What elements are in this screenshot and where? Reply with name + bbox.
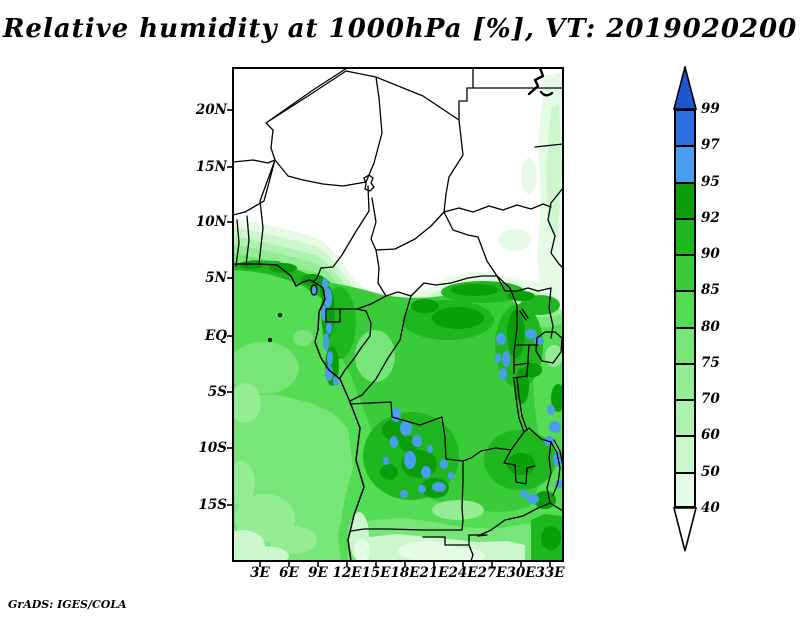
- lat-label-15S: 15S: [198, 497, 227, 513]
- lon-label-33E: 33E: [535, 565, 565, 581]
- border-benin-togo-ghana: [233, 159, 276, 267]
- lon-label-21E: 21E: [419, 565, 449, 581]
- lon-label-27E: 27E: [477, 565, 507, 581]
- border-angola-zambia-namibia: [350, 480, 488, 561]
- border-drc-rift: [496, 275, 518, 374]
- colorbar-label-70: 70: [701, 391, 720, 408]
- colorbar-label-95: 95: [701, 173, 720, 190]
- border-cameroon-car-congo: [356, 249, 412, 310]
- map-canvas: [227, 67, 564, 567]
- colorbar-label-50: 50: [701, 463, 720, 480]
- lat-label-15N: 15N: [195, 159, 227, 175]
- border-chad-sudan: [443, 119, 464, 213]
- map-area: [225, 60, 571, 569]
- border-tanzania-zambia: [523, 427, 552, 443]
- lat-ticks: [227, 109, 233, 506]
- guinea-coast-humid-band: [233, 260, 332, 301]
- border-car-drc-ubangi: [410, 275, 498, 297]
- lon-ticks: [259, 561, 551, 567]
- border-car-sudan-drc: [443, 211, 498, 277]
- lat-label-5N: 5N: [205, 270, 227, 286]
- lake-victoria: [535, 331, 563, 364]
- lat-label-10S: 10S: [198, 440, 227, 456]
- border-angola-drc: [349, 401, 464, 482]
- lat-label-10N: 10N: [195, 214, 227, 230]
- country-borders: [233, 68, 563, 561]
- border-egypt-sudan: [458, 68, 563, 148]
- colorbar-segment-90: [674, 254, 696, 291]
- lon-label-12E: 12E: [332, 565, 362, 581]
- colorbar-segment-99: [674, 109, 696, 146]
- colorbar-label-99: 99: [701, 101, 720, 117]
- islands: [268, 284, 318, 342]
- colorbar-label-90: 90: [701, 246, 720, 263]
- lat-label-5S: 5S: [207, 384, 227, 400]
- colorbar-label-85: 85: [701, 282, 720, 299]
- colorbar-label-97: 97: [701, 137, 720, 154]
- red-sea-coast: [527, 68, 554, 97]
- colorbar-segment-50: [674, 471, 696, 508]
- humidity-field: [233, 68, 563, 561]
- lon-label-15E: 15E: [361, 565, 391, 581]
- colorbar-label-60: 60: [701, 427, 720, 444]
- plot-title: Relative humidity at 1000hPa [%], VT: 20…: [2, 14, 798, 44]
- border-libya-niger-chad: [233, 68, 460, 183]
- colorbar-label-80: 80: [701, 318, 720, 335]
- sao-tome-island: [268, 338, 272, 342]
- border-gabon-congo: [339, 308, 372, 379]
- colorbar-segment-92: [674, 217, 696, 255]
- coastline: [233, 263, 365, 561]
- lat-label-EQ: EQ: [204, 328, 227, 344]
- colorbar-label-40: 40: [701, 499, 720, 516]
- colorbar-label-75: 75: [701, 354, 720, 371]
- colorbar-segment-70: [674, 399, 696, 436]
- lon-label-3E: 3E: [250, 565, 270, 581]
- border-sudan-southsudan: [443, 203, 552, 213]
- border-rwanda-burundi: [512, 344, 530, 379]
- colorbar-segment-60: [674, 435, 696, 472]
- border-niger-nigeria: [274, 159, 367, 187]
- lake-tanganyika: [513, 377, 528, 433]
- lon-label-6E: 6E: [279, 565, 299, 581]
- border-gabon-eq-guinea: [325, 308, 358, 323]
- colorbar-segment-97: [674, 145, 696, 182]
- colorbar-segment-80: [674, 326, 696, 363]
- border-zambia-zimbabwe: [477, 502, 563, 537]
- northeast-pale-streaks: [498, 72, 563, 310]
- border-congo-drc: [349, 295, 412, 402]
- border-nigeria-cameroon: [313, 185, 370, 282]
- principe-island: [278, 313, 282, 317]
- colorbar-segment-95: [674, 181, 696, 218]
- border-zambia-malawi: [546, 441, 552, 504]
- lon-label-30E: 30E: [506, 565, 536, 581]
- colorbar-bottom-arrow: [673, 507, 697, 552]
- lat-label-20N: 20N: [195, 102, 227, 118]
- lon-label-9E: 9E: [308, 565, 328, 581]
- lon-label-18E: 18E: [390, 565, 420, 581]
- lake-chad: [363, 174, 375, 192]
- lon-label-24E: 24E: [448, 565, 478, 581]
- lake-albert: [519, 308, 529, 321]
- colorbar-top-arrow: [673, 66, 697, 110]
- colorbar-segment-85: [674, 290, 696, 327]
- border-ethiopia-sudan: [547, 187, 563, 269]
- map-frame: [232, 67, 564, 562]
- colorbar-segment-75: [674, 362, 696, 400]
- border-drc-zambia-pedicle: [462, 431, 536, 485]
- ocean-shading: [233, 264, 364, 561]
- border-chad-cameroon-car: [370, 197, 445, 251]
- colorbar-label-92: 92: [701, 209, 720, 226]
- bioko-island: [310, 284, 318, 296]
- grads-attribution: GrADS: IGES/COLA: [8, 598, 127, 611]
